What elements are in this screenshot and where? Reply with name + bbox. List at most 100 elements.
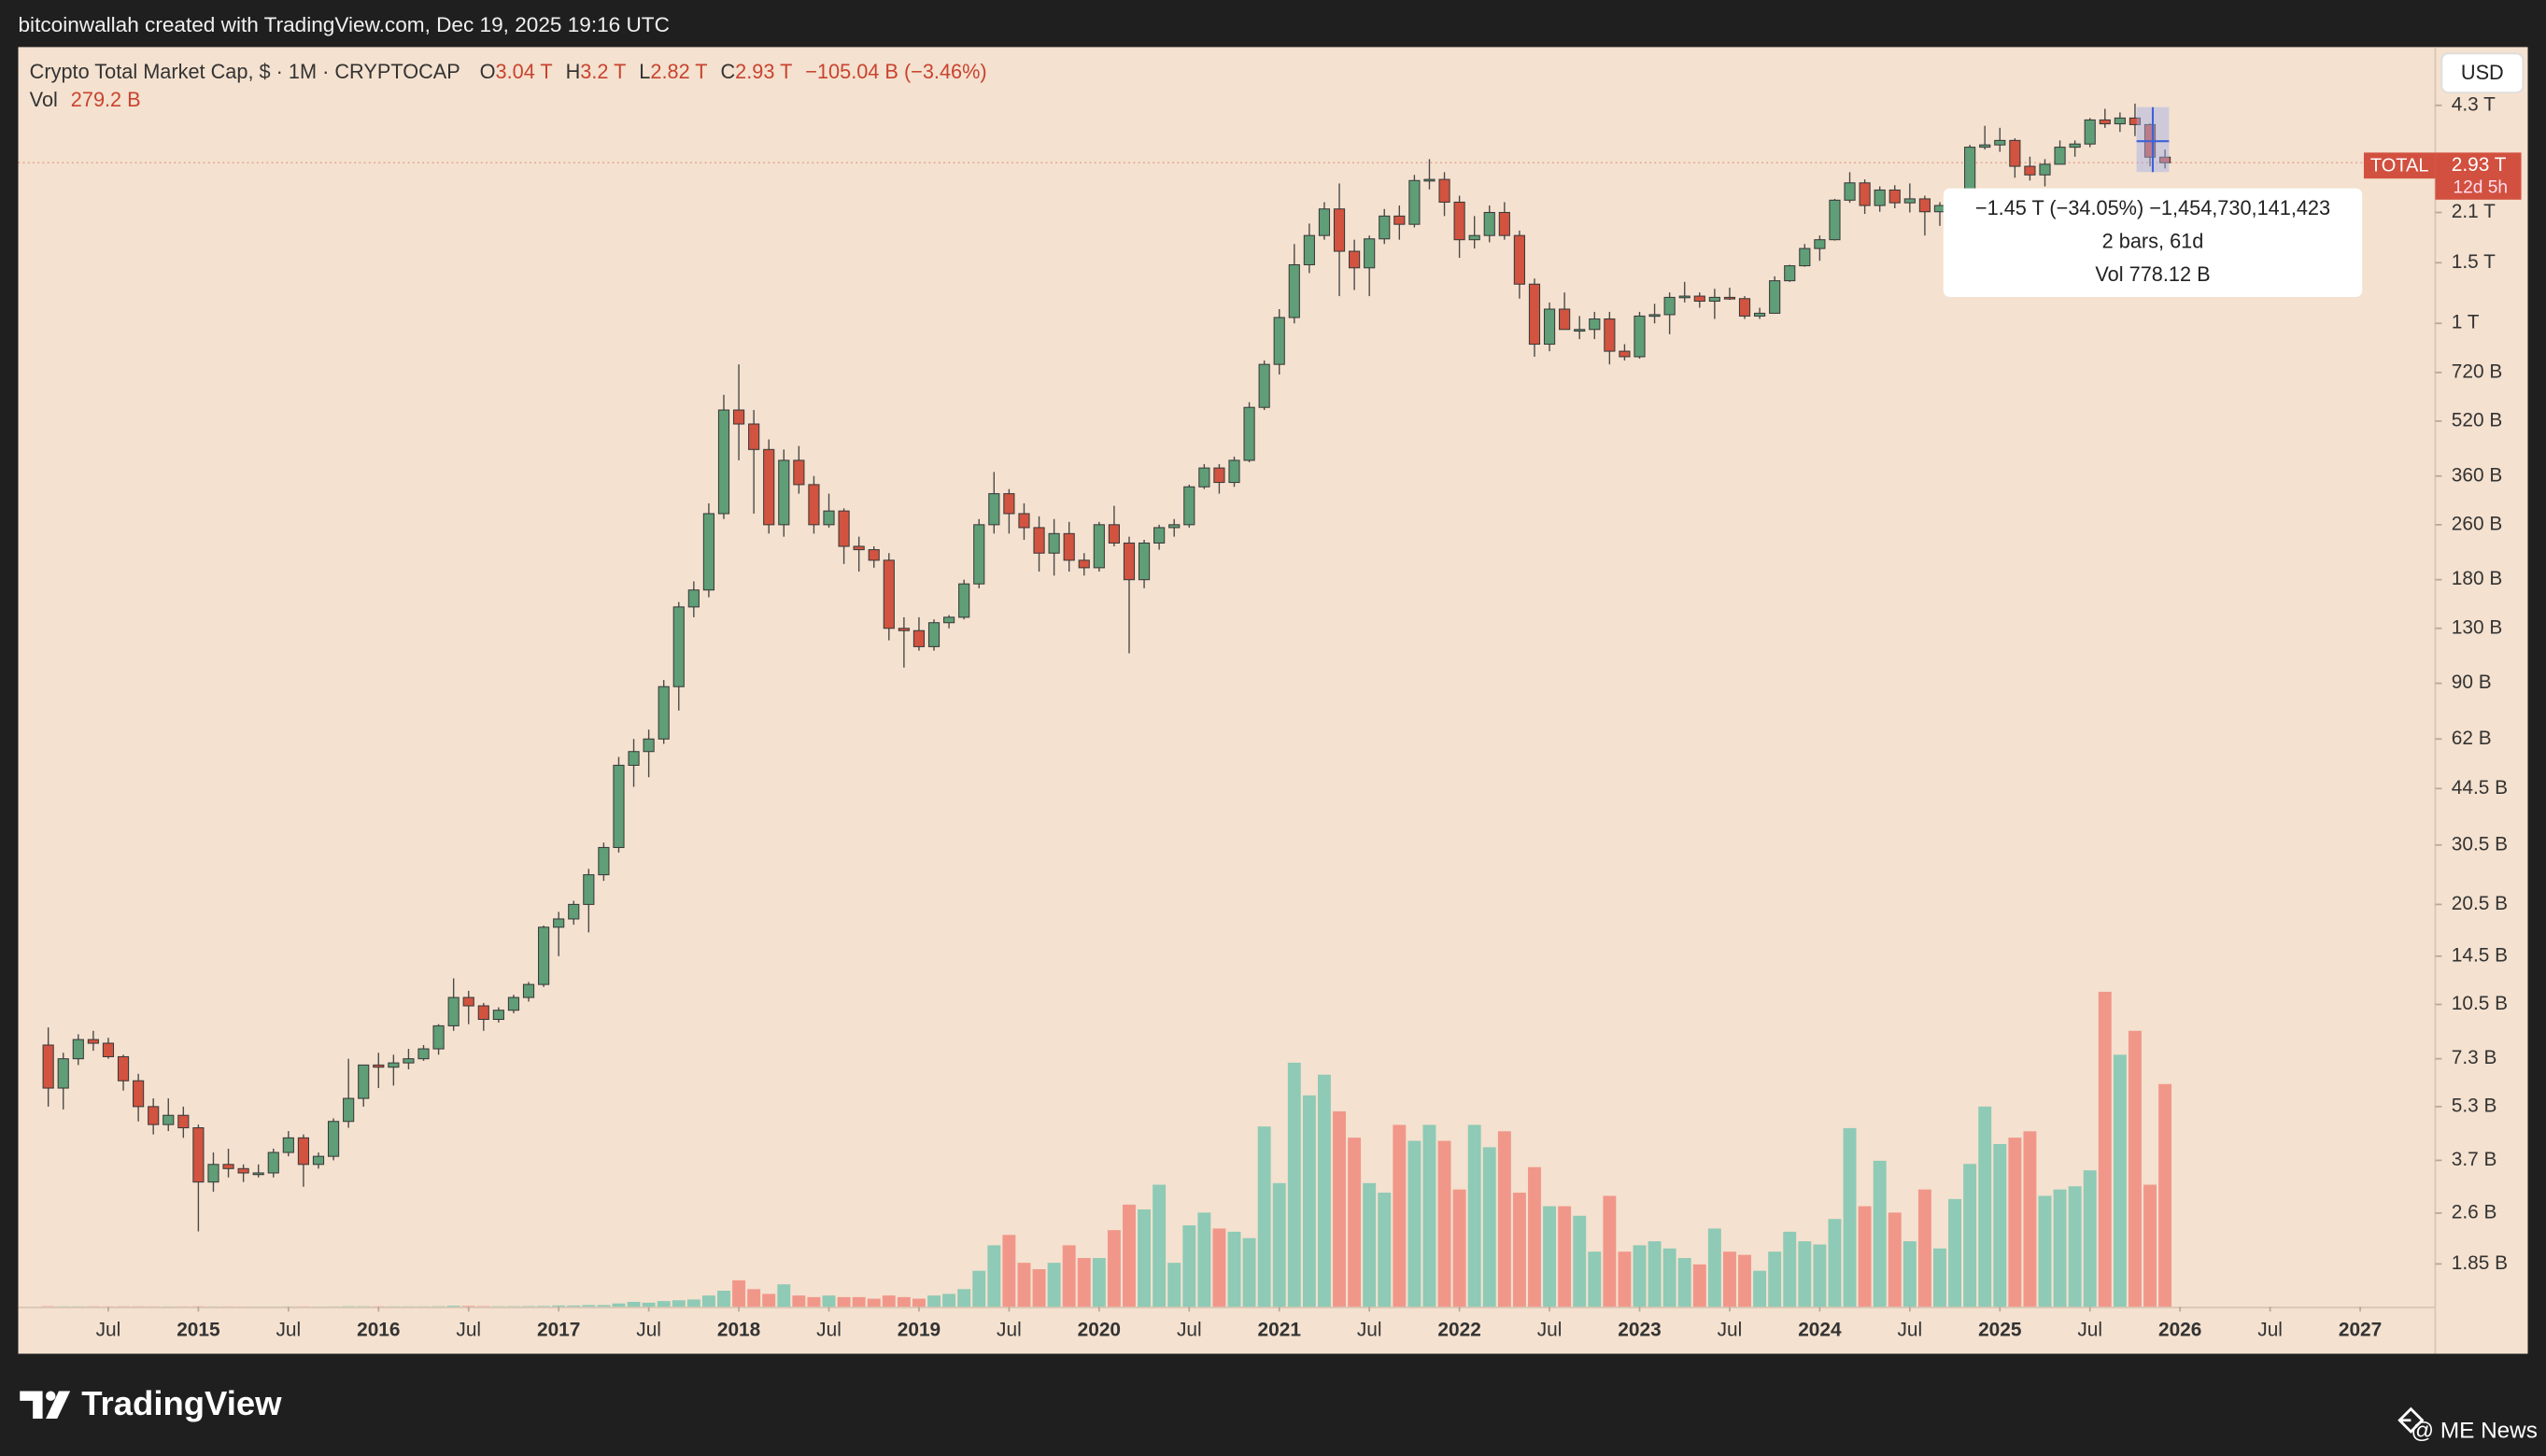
candle-body	[1123, 542, 1136, 581]
candle-body	[613, 764, 625, 848]
volume-bar	[1588, 1251, 1602, 1308]
volume-bar	[476, 1306, 490, 1308]
x-tick-label: 2019	[898, 1320, 941, 1341]
candle-body	[343, 1097, 355, 1123]
volume-bar	[686, 1299, 700, 1308]
candle-body	[2054, 147, 2066, 165]
volume-bar	[2068, 1186, 2082, 1308]
candle-body	[207, 1164, 219, 1183]
y-tick-label: 260 B	[2452, 513, 2502, 534]
volume-bar	[1843, 1127, 1857, 1308]
volume-bar	[1902, 1241, 1917, 1308]
candle-body	[1769, 280, 1781, 314]
candle-body	[432, 1025, 445, 1050]
volume-bar	[1722, 1251, 1736, 1308]
candle-body	[1829, 199, 1841, 241]
volume-bar	[1182, 1225, 1196, 1308]
candle-body	[1198, 467, 1210, 488]
x-tick-label: 2020	[1078, 1320, 1121, 1341]
x-tick-label: 2025	[1978, 1320, 2022, 1341]
volume-bar	[1753, 1270, 1767, 1308]
x-tick-label: Jul	[816, 1320, 842, 1341]
volume-bar	[1798, 1241, 1812, 1308]
candle-body	[823, 510, 835, 526]
volume-bar	[1002, 1235, 1016, 1308]
volume-bar	[1242, 1237, 1256, 1308]
candle-body	[538, 926, 550, 985]
candle-body	[1138, 542, 1151, 581]
volume-bar	[1603, 1195, 1617, 1308]
candle-body	[927, 622, 941, 647]
legend-value: 2.93 T	[735, 60, 792, 83]
y-tick-label: 30.5 B	[2452, 833, 2508, 855]
volume-bar	[2143, 1184, 2157, 1308]
volume-bar	[1363, 1182, 1377, 1308]
candle-body	[1859, 182, 1871, 206]
candle-body	[1574, 329, 1586, 332]
x-tick-label: Jul	[2077, 1320, 2102, 1341]
candle-body	[1678, 295, 1690, 299]
x-tick-label: Jul	[1177, 1320, 1202, 1341]
candle-body	[1918, 198, 1931, 213]
volume-bar	[1017, 1263, 1031, 1308]
candle-body	[1063, 532, 1075, 561]
candle-body	[417, 1048, 430, 1060]
volume-bar	[1963, 1164, 1977, 1308]
candle-body	[2039, 163, 2051, 176]
candle-body	[658, 686, 670, 740]
x-tick-label: 2024	[1798, 1320, 1842, 1341]
candle-body	[1604, 318, 1616, 352]
candle-body	[1453, 201, 1465, 241]
volume-bar	[882, 1295, 896, 1308]
volume-bar	[1138, 1209, 1152, 1308]
brand-name: TradingView	[81, 1384, 282, 1422]
volume-bar	[446, 1306, 460, 1308]
candle-body	[327, 1121, 340, 1157]
legend-key: O	[480, 60, 496, 83]
candle-body	[1213, 467, 1225, 484]
y-tick-label: 360 B	[2452, 464, 2502, 486]
candle-body	[1003, 493, 1015, 515]
candle-body	[868, 549, 880, 561]
currency-label[interactable]: USD	[2461, 61, 2504, 84]
candle-body	[1738, 298, 1751, 317]
candle-body	[687, 589, 700, 608]
candle-body	[477, 1005, 489, 1021]
y-tick-label: 1.5 T	[2452, 251, 2496, 273]
logo-part	[46, 1391, 71, 1420]
tooltip-line: 2 bars, 61d	[2102, 230, 2204, 253]
header-caption: bitcoinwallah created with TradingView.c…	[19, 13, 670, 36]
x-tick-label: 2015	[177, 1320, 220, 1341]
candle-body	[793, 459, 805, 486]
volume-bar	[942, 1293, 956, 1308]
candle-body	[148, 1106, 160, 1125]
volume-bar	[1437, 1140, 1451, 1308]
volume-bar	[2113, 1054, 2127, 1308]
y-tick-label: 2.1 T	[2452, 201, 2496, 222]
candle-body	[2114, 117, 2126, 125]
volume-bar	[1348, 1138, 1362, 1308]
candle-body	[973, 524, 985, 585]
candle-body	[898, 628, 910, 631]
x-tick-label: 2021	[1258, 1320, 1302, 1341]
volume-bar	[1768, 1251, 1782, 1308]
legend-key: H	[566, 60, 581, 83]
volume-bar	[2023, 1131, 2037, 1308]
volume-bar	[837, 1296, 851, 1308]
y-tick-label: 4.3 T	[2452, 93, 2496, 115]
volume-bar	[1378, 1193, 1392, 1308]
candle-body	[1153, 527, 1166, 544]
volume-bar	[522, 1306, 535, 1308]
candle-body	[1663, 296, 1676, 316]
currency-button[interactable]	[2440, 52, 2525, 93]
y-tick-label: 44.5 B	[2452, 777, 2508, 799]
candle-body	[57, 1058, 69, 1089]
volume-bar	[2098, 991, 2112, 1308]
candle-body	[507, 997, 520, 1011]
candle-body	[702, 513, 714, 591]
candle-body	[1693, 295, 1705, 303]
candle-body	[1033, 527, 1045, 554]
volume-bar	[627, 1301, 641, 1308]
